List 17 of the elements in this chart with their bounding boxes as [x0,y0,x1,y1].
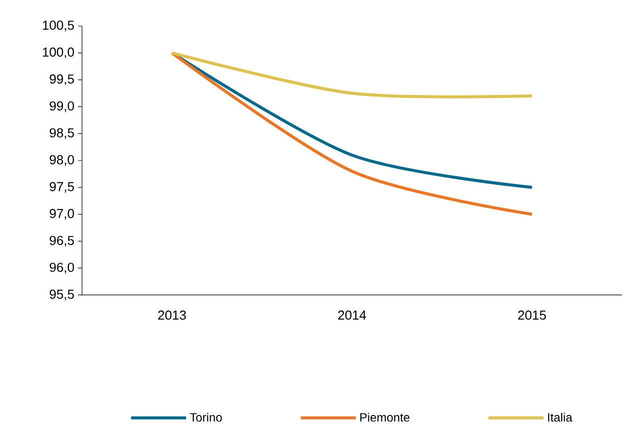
y-tick-label: 97,0 [50,208,74,220]
y-tick-label: 99,5 [50,74,74,86]
x-tick-label: 2014 [338,310,366,320]
x-tick-label: 2013 [158,310,186,320]
y-tick-label: 98,5 [50,128,74,139]
x-tick-label: 2015 [518,310,546,320]
y-tick-label: 98,0 [50,155,74,166]
y-tick-label: 96,0 [50,262,74,274]
y-tick-label: 95,5 [50,290,74,300]
y-tick-label: 100,5 [42,20,74,32]
y-tick-label: 99,0 [50,101,74,112]
legend-label: Piemonte [360,412,410,422]
y-tick-label: 100,0 [42,48,74,58]
y-tick-label: 96,5 [50,236,74,247]
legend-label: Italia [548,412,572,422]
legend-label: Torino [190,412,222,422]
y-tick-label: 97,5 [50,182,74,193]
